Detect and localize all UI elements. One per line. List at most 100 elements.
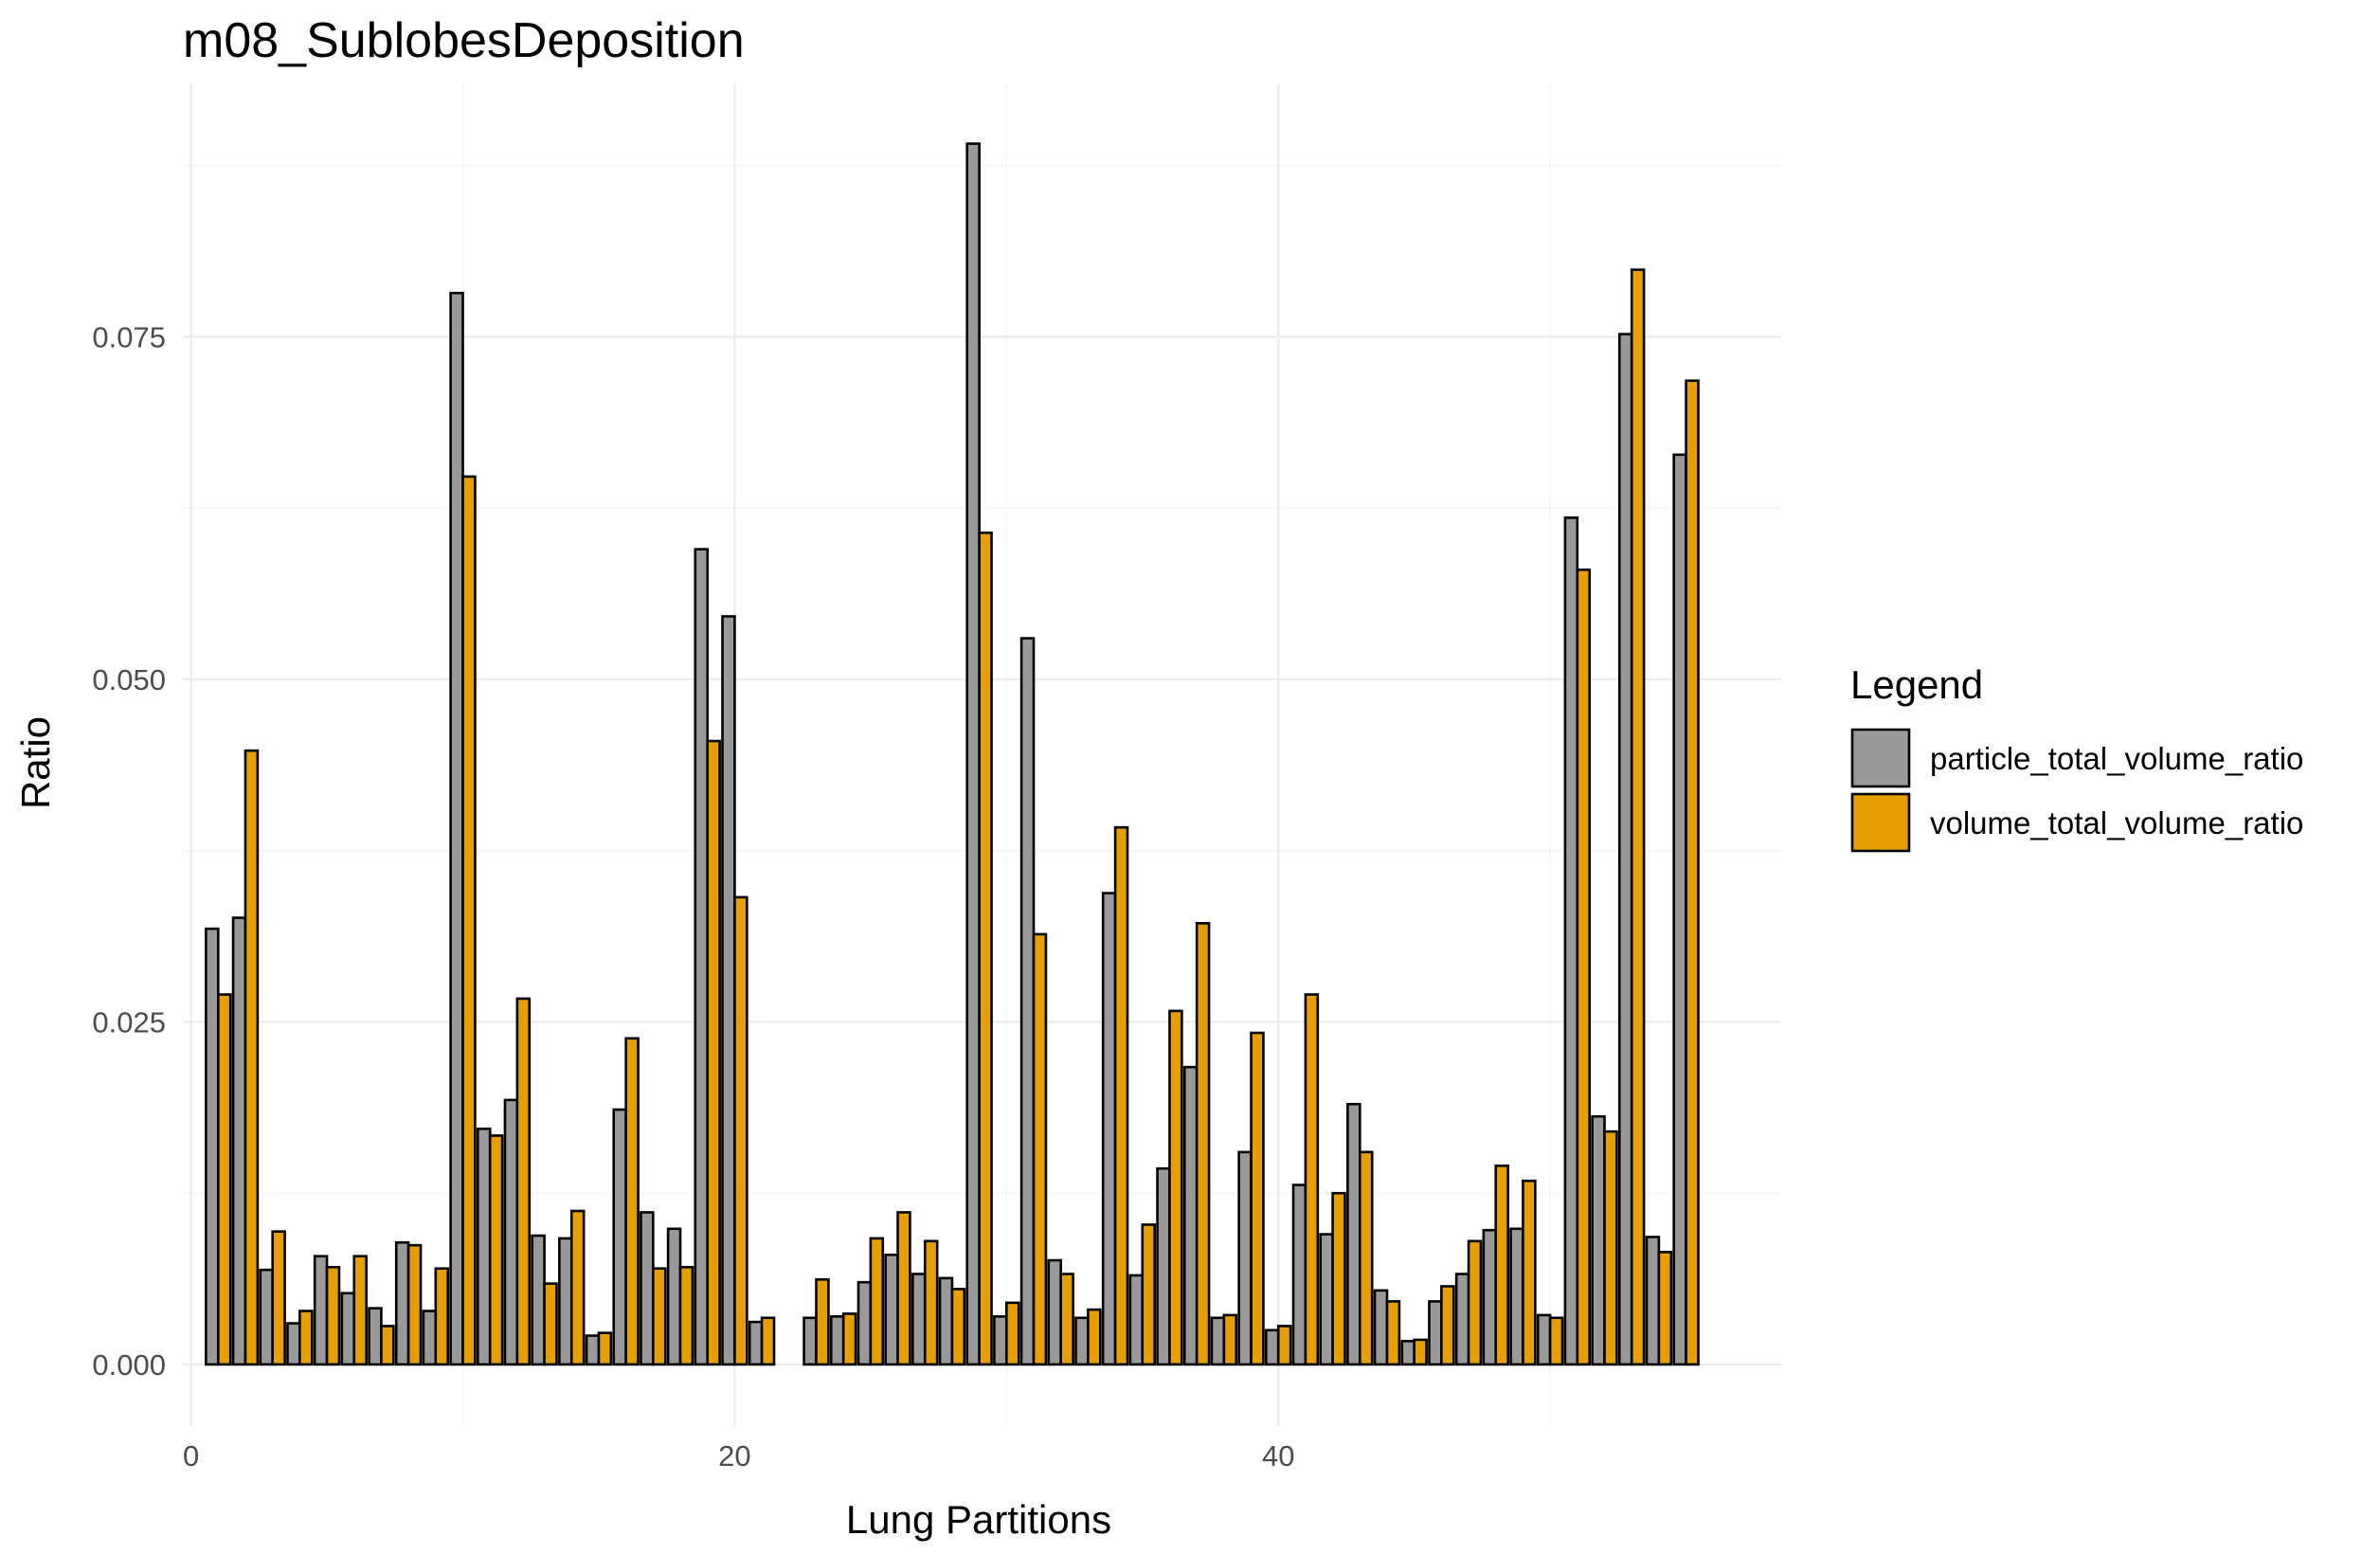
bar-volume_total_volume_ratio-45: [1413, 1338, 1428, 1366]
bar-particle_total_volume_ratio-48: [1482, 1228, 1498, 1366]
bar-volume_total_volume_ratio-30: [1005, 1301, 1020, 1366]
bar-particle_total_volume_ratio-23: [802, 1316, 818, 1366]
bar-volume_total_volume_ratio-49: [1522, 1179, 1537, 1366]
bar-volume_total_volume_ratio-51: [1576, 569, 1592, 1366]
bar-particle_total_volume_ratio-5: [313, 1255, 329, 1366]
bar-particle_total_volume_ratio-30: [993, 1315, 1008, 1366]
bar-particle_total_volume_ratio-31: [1019, 637, 1036, 1366]
bar-particle_total_volume_ratio-16: [612, 1108, 627, 1366]
bar-particle_total_volume_ratio-33: [1074, 1316, 1090, 1366]
bar-particle_total_volume_ratio-36: [1156, 1166, 1171, 1366]
bar-volume_total_volume_ratio-20: [733, 895, 748, 1366]
bar-particle_total_volume_ratio-6: [340, 1292, 356, 1366]
bar-particle_total_volume_ratio-51: [1563, 516, 1579, 1366]
bar-volume_total_volume_ratio-36: [1168, 1009, 1183, 1366]
bar-particle_total_volume_ratio-17: [640, 1211, 655, 1366]
bar-volume_total_volume_ratio-40: [1276, 1325, 1292, 1366]
bar-volume_total_volume_ratio-53: [1630, 268, 1646, 1366]
bar-volume_total_volume_ratio-18: [678, 1265, 694, 1366]
bar-particle_total_volume_ratio-38: [1210, 1316, 1226, 1366]
legend-label-particle_total_volume_ratio: particle_total_volume_ratio: [1930, 741, 2303, 776]
x-tick-label: 20: [718, 1439, 750, 1473]
bar-particle_total_volume_ratio-54: [1645, 1236, 1661, 1366]
legend-key-particle_total_volume_ratio: [1850, 728, 1911, 788]
bar-volume_total_volume_ratio-29: [978, 531, 993, 1366]
bar-particle_total_volume_ratio-46: [1428, 1300, 1443, 1366]
y-tick-label: 0.000: [92, 1348, 166, 1382]
bar-volume_total_volume_ratio-21: [760, 1316, 776, 1366]
bar-particle_total_volume_ratio-32: [1047, 1258, 1063, 1366]
bar-particle_total_volume_ratio-40: [1265, 1328, 1280, 1366]
bar-volume_total_volume_ratio-35: [1141, 1223, 1156, 1366]
bar-volume_total_volume_ratio-10: [461, 475, 477, 1366]
bar-particle_total_volume_ratio-14: [558, 1237, 573, 1366]
bar-particle_total_volume_ratio-15: [585, 1334, 601, 1366]
bar-particle_total_volume_ratio-4: [286, 1322, 301, 1366]
legend-items: particle_total_volume_ratio volume_total_…: [1850, 728, 2303, 853]
y-tick-label: 0.025: [92, 1005, 166, 1039]
bar-particle_total_volume_ratio-44: [1373, 1289, 1389, 1366]
bar-particle_total_volume_ratio-52: [1591, 1114, 1606, 1366]
bar-volume_total_volume_ratio-19: [706, 739, 721, 1366]
bar-volume_total_volume_ratio-43: [1358, 1150, 1374, 1366]
bar-particle_total_volume_ratio-25: [856, 1280, 873, 1366]
bar-volume_total_volume_ratio-8: [406, 1243, 423, 1366]
legend-label-volume_total_volume_ratio: volume_total_volume_ratio: [1930, 805, 2303, 840]
bar-volume_total_volume_ratio-55: [1685, 379, 1700, 1366]
bar-particle_total_volume_ratio-53: [1617, 333, 1633, 1366]
bar-volume_total_volume_ratio-41: [1304, 993, 1320, 1366]
bar-particle_total_volume_ratio-45: [1400, 1340, 1415, 1366]
bar-volume_total_volume_ratio-37: [1195, 922, 1211, 1366]
bar-volume_total_volume_ratio-46: [1440, 1285, 1455, 1366]
bar-volume_total_volume_ratio-24: [841, 1312, 857, 1366]
bar-particle_total_volume_ratio-10: [449, 291, 464, 1366]
bar-particle_total_volume_ratio-7: [368, 1307, 383, 1366]
bar-volume_total_volume_ratio-6: [352, 1255, 368, 1366]
bar-volume_total_volume_ratio-31: [1032, 932, 1048, 1366]
bar-volume_total_volume_ratio-38: [1222, 1313, 1238, 1366]
bar-particle_total_volume_ratio-35: [1128, 1274, 1145, 1366]
bar-volume_total_volume_ratio-28: [950, 1288, 966, 1366]
bar-volume_total_volume_ratio-32: [1059, 1273, 1074, 1366]
bar-particle_total_volume_ratio-55: [1672, 453, 1687, 1366]
x-axis-title: Lung Partitions: [846, 1497, 1111, 1542]
x-axis-ticks: 0 20 40: [183, 1439, 1294, 1473]
bar-volume_total_volume_ratio-14: [569, 1209, 586, 1366]
bar-volume_total_volume_ratio-9: [434, 1267, 450, 1366]
bar-particle_total_volume_ratio-42: [1319, 1233, 1334, 1366]
y-tick-label: 0.050: [92, 663, 166, 696]
bar-particle_total_volume_ratio-12: [503, 1098, 519, 1366]
y-tick-label: 0.075: [92, 320, 166, 353]
bar-volume_total_volume_ratio-11: [488, 1134, 504, 1366]
bar-volume_total_volume_ratio-3: [271, 1230, 286, 1366]
legend: Legend particle_total_volume_ratiovolume…: [1850, 662, 2303, 853]
bar-particle_total_volume_ratio-3: [259, 1268, 274, 1366]
bar-volume_total_volume_ratio-16: [624, 1037, 640, 1366]
bar-volume_total_volume_ratio-27: [923, 1239, 939, 1366]
bar-volume_total_volume_ratio-42: [1331, 1191, 1346, 1366]
bar-volume_total_volume_ratio-25: [869, 1237, 885, 1366]
x-tick-label: 0: [183, 1439, 199, 1473]
bar-volume_total_volume_ratio-12: [515, 997, 532, 1366]
bar-volume_total_volume_ratio-26: [896, 1211, 911, 1366]
x-tick-label: 40: [1262, 1439, 1294, 1473]
bar-volume_total_volume_ratio-47: [1467, 1239, 1483, 1366]
bar-particle_total_volume_ratio-11: [476, 1127, 492, 1366]
bars-layer: [205, 142, 1700, 1366]
bar-volume_total_volume_ratio-23: [815, 1277, 830, 1366]
bar-particle_total_volume_ratio-43: [1346, 1102, 1361, 1366]
bar-volume_total_volume_ratio-44: [1385, 1300, 1401, 1366]
bar-particle_total_volume_ratio-2: [231, 916, 247, 1366]
bar-particle_total_volume_ratio-28: [938, 1276, 954, 1366]
bar-particle_total_volume_ratio-37: [1182, 1065, 1199, 1366]
bar-particle_total_volume_ratio-8: [394, 1240, 410, 1366]
bar-particle_total_volume_ratio-41: [1291, 1184, 1307, 1366]
bar-volume_total_volume_ratio-7: [380, 1325, 395, 1366]
legend-key-volume_total_volume_ratio: [1850, 792, 1911, 853]
bar-volume_total_volume_ratio-39: [1250, 1031, 1265, 1366]
bar-volume_total_volume_ratio-1: [216, 993, 232, 1366]
bar-particle_total_volume_ratio-9: [422, 1310, 438, 1366]
bar-particle_total_volume_ratio-21: [748, 1320, 764, 1366]
bar-particle_total_volume_ratio-19: [694, 548, 710, 1366]
